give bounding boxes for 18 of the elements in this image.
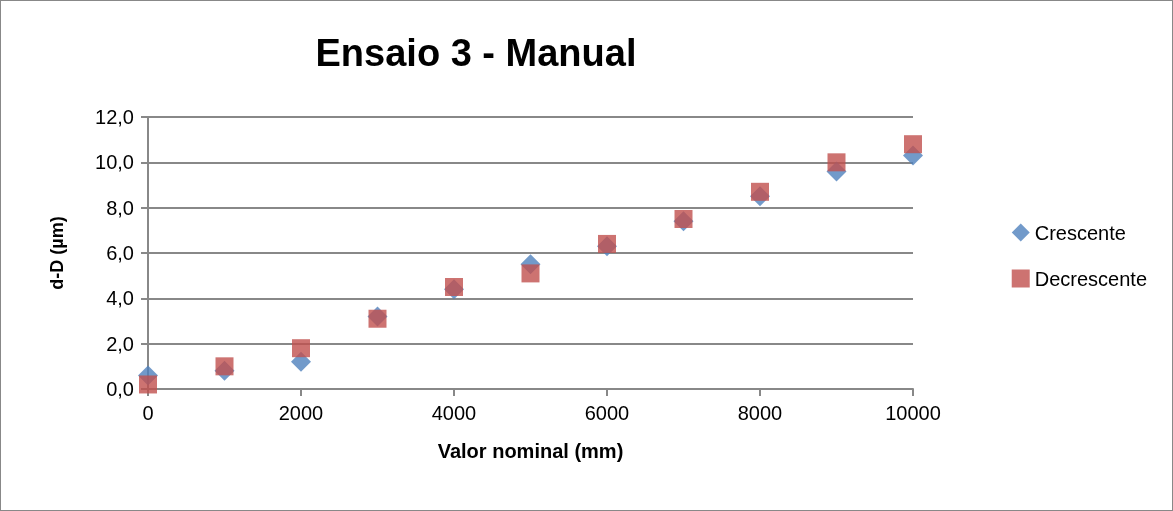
- y-tick-label: 8,0: [106, 196, 134, 219]
- x-tick-label: 0: [142, 402, 154, 424]
- chart-title: Ensaio 3 - Manual: [315, 32, 637, 74]
- x-tick-label: 6000: [584, 402, 630, 424]
- legend-label: Crescente: [1034, 221, 1126, 244]
- y-tick-label: 4,0: [106, 287, 134, 310]
- x-tick-label: 4000: [431, 402, 477, 424]
- x-tick-label: 10000: [885, 402, 941, 424]
- x-tick-label: 8000: [737, 402, 783, 424]
- y-axis-title: d-D (µm): [47, 216, 67, 290]
- y-tick-label: 10,0: [95, 151, 134, 174]
- x-tick-label: 2000: [278, 402, 324, 424]
- y-tick-label: 2,0: [106, 332, 134, 355]
- y-tick-label: 12,0: [95, 106, 134, 128]
- x-axis-title: Valor nominal (mm): [437, 440, 624, 462]
- legend-label: Decrescente: [1034, 267, 1148, 290]
- y-tick-label: 6,0: [106, 242, 134, 264]
- y-tick-label: 0,0: [106, 378, 134, 400]
